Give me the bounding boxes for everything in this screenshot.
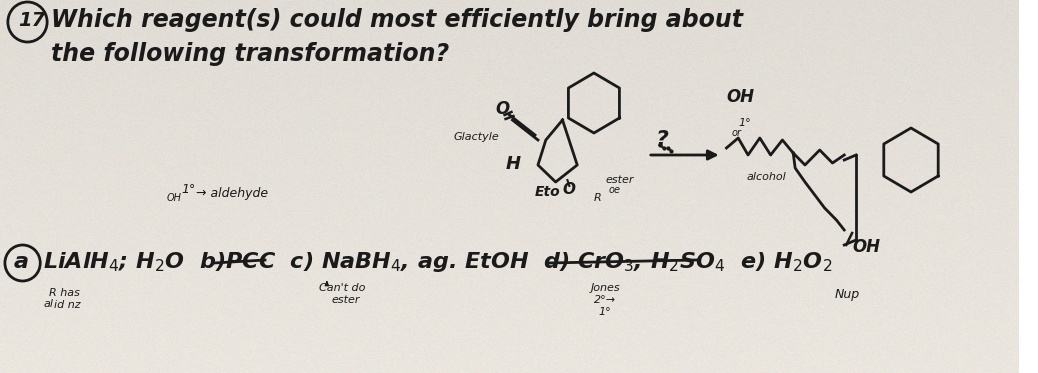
Text: ester: ester bbox=[332, 295, 360, 305]
Text: 1°: 1° bbox=[738, 118, 750, 128]
Text: Jones: Jones bbox=[591, 283, 621, 293]
Text: 1°: 1° bbox=[182, 183, 196, 196]
Text: oe: oe bbox=[608, 185, 621, 195]
Text: R has: R has bbox=[49, 288, 80, 298]
Text: Glactyle: Glactyle bbox=[454, 132, 499, 142]
Text: a: a bbox=[13, 252, 29, 272]
Text: Eto: Eto bbox=[535, 185, 561, 199]
Text: O: O bbox=[563, 182, 575, 197]
Text: OH: OH bbox=[167, 193, 182, 203]
Text: Nup: Nup bbox=[835, 288, 859, 301]
Text: O: O bbox=[496, 100, 510, 118]
Text: R: R bbox=[594, 193, 602, 203]
Text: OH: OH bbox=[727, 88, 755, 106]
Text: al: al bbox=[44, 299, 53, 309]
Text: Can't do: Can't do bbox=[319, 283, 365, 293]
Text: alcohol: alcohol bbox=[746, 172, 786, 182]
Text: → aldehyde: → aldehyde bbox=[196, 187, 269, 200]
Text: id nz: id nz bbox=[54, 300, 81, 310]
Text: ester: ester bbox=[606, 175, 634, 185]
Text: OH: OH bbox=[852, 238, 880, 256]
Text: Which reagent(s) could most efficiently bring about: Which reagent(s) could most efficiently … bbox=[51, 8, 743, 32]
Text: or: or bbox=[732, 128, 741, 138]
Text: 2°→: 2°→ bbox=[594, 295, 616, 305]
Text: H: H bbox=[506, 155, 521, 173]
Text: 17: 17 bbox=[18, 11, 45, 30]
Text: LiAlH$_4$; H$_2$O  b)PCC  c) NaBH$_4$, ag. EtOH  d) CrO$_3$, H$_2$SO$_4$  e) H$_: LiAlH$_4$; H$_2$O b)PCC c) NaBH$_4$, ag.… bbox=[44, 250, 832, 274]
Text: ?: ? bbox=[656, 130, 668, 150]
Text: the following transformation?: the following transformation? bbox=[51, 42, 449, 66]
Text: 1°: 1° bbox=[599, 307, 611, 317]
